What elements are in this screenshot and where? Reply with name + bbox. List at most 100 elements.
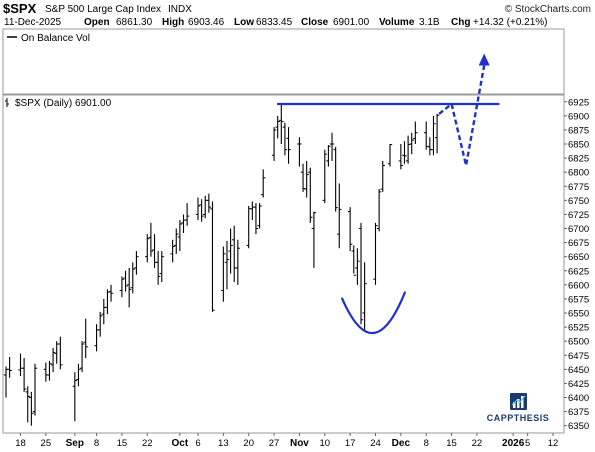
- ohlc-bar: [50, 347, 56, 373]
- rounded-bottom-arc: [341, 291, 406, 335]
- ohlc-bar: [355, 248, 360, 285]
- ohlc-bar: [235, 239, 241, 285]
- ohlc-bar: [108, 284, 114, 302]
- ohlc-bar: [174, 228, 179, 254]
- ohlc-bar: [271, 127, 277, 161]
- y-tick-label: 6900: [568, 111, 589, 122]
- ohlc-bar: [199, 199, 204, 222]
- x-tick-label: 20: [243, 438, 254, 449]
- x-tick-label: 8: [94, 438, 99, 449]
- x-tick-label: 15: [117, 438, 128, 449]
- x-tick-label: 5: [525, 438, 530, 449]
- y-tick-label: 6675: [568, 238, 589, 249]
- ohlc-bar: [94, 324, 99, 352]
- index-name: S&P 500 Large Cap Index: [45, 4, 161, 15]
- open-value: 6861.30: [116, 17, 153, 28]
- projection-path: [438, 65, 486, 167]
- ohlc-bar: [362, 262, 367, 330]
- ohlc-bar: [409, 132, 414, 155]
- ohlc-bar: [101, 298, 107, 325]
- ohlc-bar: [351, 245, 356, 276]
- ohlc-bar: [373, 222, 378, 285]
- exchange-label: INDX: [168, 4, 192, 15]
- x-tick-label: 2026: [502, 438, 525, 449]
- y-tick-label: 6525: [568, 323, 589, 334]
- ohlc-bar: [398, 144, 404, 170]
- ohlc-bar: [333, 146, 338, 212]
- obv-panel: [2, 28, 565, 95]
- y-tick-label: 6625: [568, 266, 589, 277]
- ohlc-bar: [145, 234, 150, 263]
- ohlc-bar: [279, 104, 284, 145]
- ohlc-bar: [275, 115, 280, 139]
- x-tick-label: 27: [269, 438, 280, 449]
- ohlc-bar: [311, 211, 317, 268]
- chart-logo-icon: [510, 393, 527, 410]
- ohlc-bar: [195, 197, 201, 221]
- y-tick-label: 6375: [568, 407, 589, 418]
- high-value: 6903.46: [188, 17, 225, 28]
- volume-label: Volume: [379, 17, 415, 28]
- x-tick-label: Nov: [290, 438, 309, 449]
- high-label: High: [162, 17, 184, 28]
- y-tick-label: 6750: [568, 196, 589, 207]
- y-tick-label: 6600: [568, 280, 589, 291]
- ohlc-bar: [97, 311, 103, 337]
- x-tick-label: 12: [548, 438, 559, 449]
- ohlc-bar: [376, 189, 382, 232]
- y-tick-label: 6850: [568, 140, 589, 151]
- y-tick-label: 6500: [568, 337, 589, 348]
- ohlc-bar: [308, 167, 313, 223]
- ohlc-bar: [155, 251, 161, 285]
- ohlc-bar: [203, 195, 208, 219]
- y-axis: 6350 6375 6400 6425 6450 6475 6500 6525 6550 6575…: [564, 97, 589, 432]
- ohlc-bar: [434, 113, 440, 154]
- y-tick-label: 6350: [568, 421, 589, 432]
- close-value: 6901.00: [333, 17, 370, 28]
- x-tick-label: 22: [142, 438, 153, 449]
- ohlc-bar: [43, 362, 49, 382]
- ohlc-bar: [184, 203, 190, 226]
- x-tick-label: 6: [195, 438, 200, 449]
- ohlc-bar: [405, 135, 411, 164]
- low-value: 6833.45: [256, 17, 293, 28]
- x-tick-label: 24: [370, 438, 381, 449]
- ohlc-bar: [21, 358, 27, 392]
- ohlc-bar: [228, 228, 233, 274]
- ohlc-bar: [431, 115, 436, 156]
- ohlc-bar: [380, 160, 385, 192]
- ohlc-bar: [358, 222, 364, 325]
- ohlc-bar: [134, 251, 139, 275]
- x-tick-label: 10: [319, 438, 330, 449]
- ohlc-bar: [253, 203, 259, 235]
- ohlc-bar: [260, 169, 266, 198]
- ohlc-bar: [322, 149, 327, 204]
- y-tick-label: 6575: [568, 294, 589, 305]
- ohlc-bar: [159, 251, 164, 283]
- ohlc-bar: [329, 132, 335, 161]
- ohlc-bar: [32, 363, 38, 416]
- ohlc-bar: [413, 121, 418, 145]
- ohlc-bar: [221, 246, 226, 302]
- ohlc-bar: [47, 360, 52, 381]
- price-legend: $SPX (Daily) 6901.00: [15, 98, 112, 109]
- chg-label: Chg: [451, 17, 470, 28]
- ohlc-bar: [337, 183, 342, 249]
- y-tick-label: 6700: [568, 224, 589, 235]
- ohlc-bar: [79, 341, 85, 373]
- ohlc-bar: [347, 207, 353, 252]
- ohlc-bar: [210, 201, 215, 312]
- ohlc-bar: [25, 386, 30, 423]
- annotations: [277, 53, 500, 335]
- ohlc-bar: [18, 353, 23, 377]
- ohlc-bar: [286, 127, 291, 164]
- x-axis: 18 25 Sep 8 15 22 Oct 6 13 20 27 Nov 10 17 24 Dec 8 15 22 2…: [15, 433, 558, 449]
- x-tick-label: 18: [15, 438, 26, 449]
- watermark: © StockCharts.com: [505, 4, 591, 15]
- ohlc-bar: [300, 163, 306, 192]
- ohlc-bar: [206, 193, 212, 213]
- y-tick-label: 6925: [568, 97, 589, 108]
- x-tick-label: 15: [446, 438, 457, 449]
- ohlc-bar: [126, 267, 132, 308]
- ohlc-bar: [304, 160, 309, 198]
